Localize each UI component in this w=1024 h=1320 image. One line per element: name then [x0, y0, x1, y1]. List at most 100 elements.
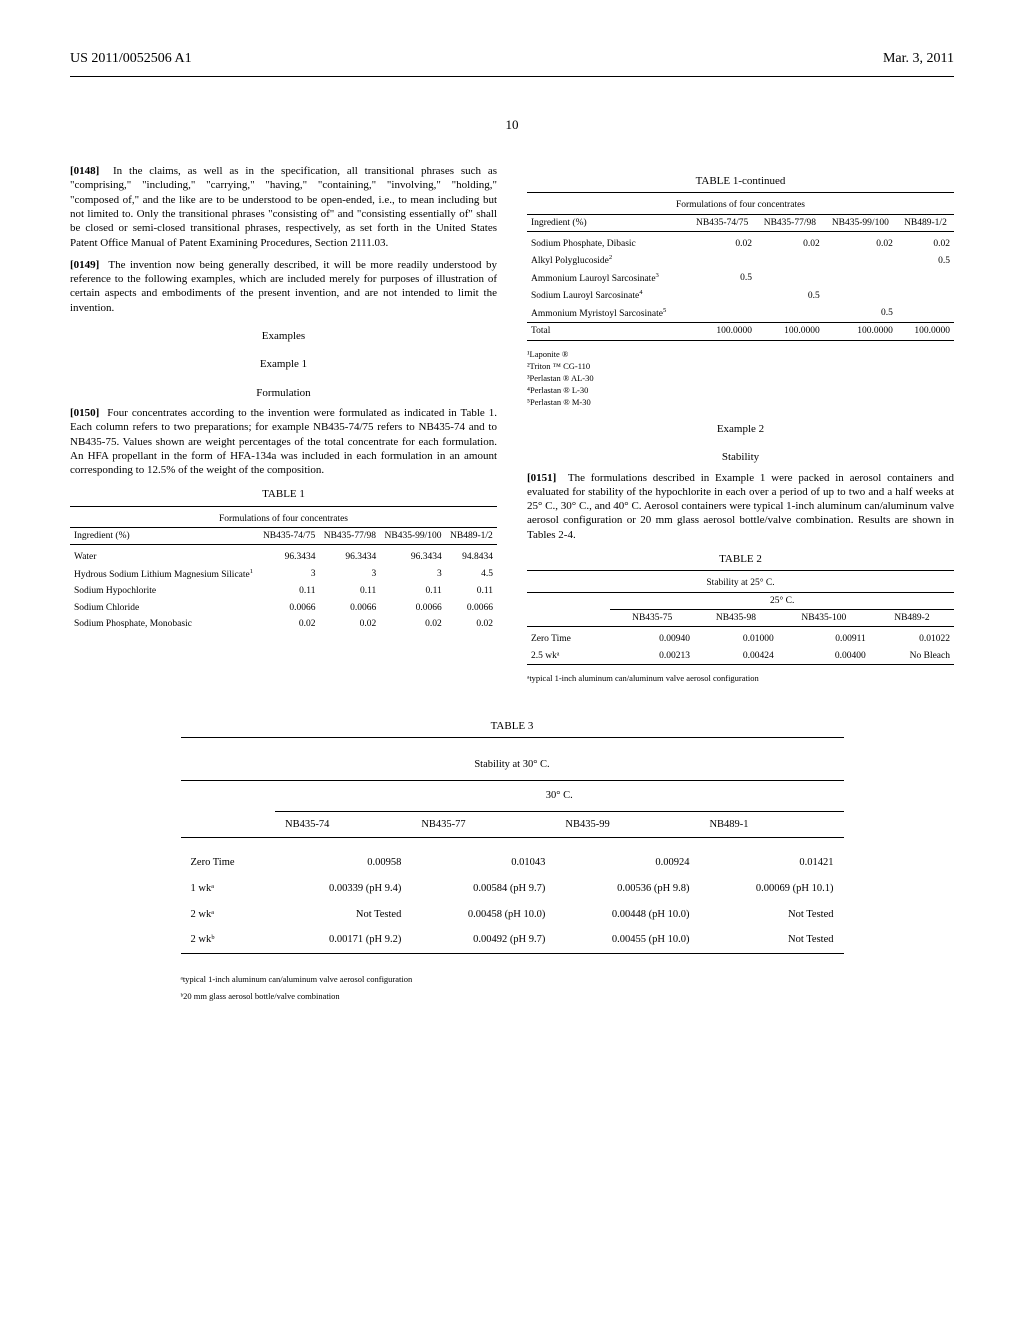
row-label: Sodium Lauroyl Sarcosinate4 [527, 287, 688, 305]
formulation-heading: Formulation [70, 386, 497, 400]
cell-value: 0.00424 [694, 648, 778, 665]
cell-value: 0.01043 [411, 850, 555, 876]
table-2: TABLE 2 Stability at 25° C. 25° C. NB435… [527, 552, 954, 684]
cell-value [756, 270, 824, 288]
cell-value [756, 252, 824, 270]
cell-value: 0.00171 (pH 9.2) [275, 927, 411, 953]
row-label: 2.5 wkᵃ [527, 648, 610, 665]
col-head: NB489-1/2 [446, 528, 497, 545]
cell-value [824, 252, 897, 270]
table-1c-grid: Formulations of four concentrates Ingred… [527, 192, 954, 344]
table-2-grid: Stability at 25° C. 25° C. NB435-75 NB43… [527, 570, 954, 669]
para-num: [0150] [70, 407, 99, 419]
row-label: Ammonium Lauroyl Sarcosinate3 [527, 270, 688, 288]
cell-value: Not Tested [275, 902, 411, 928]
row-label: 2 wkᵃ [181, 902, 276, 928]
para-text: Four concentrates according to the inven… [70, 407, 497, 476]
cell-value: 0.0066 [446, 600, 497, 616]
col-head: NB435-99/100 [380, 528, 446, 545]
cell-value [897, 305, 954, 323]
page-number: 10 [70, 117, 954, 134]
cell-value: 0.11 [319, 583, 380, 599]
para-num: [0148] [70, 165, 99, 177]
col-head: NB435-77/98 [319, 528, 380, 545]
col-head: Ingredient (%) [70, 528, 259, 545]
para-0150: [0150] Four concentrates according to th… [70, 406, 497, 477]
cell-value: 94.8434 [446, 549, 497, 565]
table-row: Sodium Chloride0.00660.00660.00660.0066 [70, 600, 497, 616]
cell-value: Not Tested [699, 927, 843, 953]
cell-value: 0.5 [688, 270, 756, 288]
cell-value: 0.5 [824, 305, 897, 323]
cell-value: 96.3434 [380, 549, 446, 565]
table-1-grid: Formulations of four concentrates Ingred… [70, 506, 497, 633]
para-num: [0149] [70, 259, 99, 271]
cell-value [824, 270, 897, 288]
cell-value: 0.02 [897, 236, 954, 252]
table-row: Sodium Phosphate, Monobasic0.020.020.020… [70, 616, 497, 632]
row-label: Sodium Hypochlorite [70, 583, 259, 599]
table-row: Zero Time0.009400.010000.009110.01022 [527, 631, 954, 647]
para-0149: [0149] The invention now being generally… [70, 258, 497, 315]
examples-heading: Examples [70, 329, 497, 343]
col-head: NB489-1 [699, 811, 843, 838]
table-caption: Stability at 30° C. [474, 759, 549, 770]
footnote: ᵇ20 mm glass aerosol bottle/valve combin… [181, 991, 844, 1002]
table-row: Ammonium Lauroyl Sarcosinate30.5 [527, 270, 954, 288]
total-label: Total [527, 323, 688, 340]
table-title: TABLE 3 [70, 719, 954, 733]
table-3-footnotes: ᵃtypical 1-inch aluminum can/aluminum va… [181, 974, 844, 1002]
publication-number: US 2011/0052506 A1 [70, 50, 192, 68]
cell-value [824, 287, 897, 305]
cell-value: 96.3434 [259, 549, 320, 565]
cell-value [756, 305, 824, 323]
footnote: ³Perlastan ® AL-30 [527, 373, 954, 384]
cell-value: 0.01022 [870, 631, 954, 647]
cell-value [688, 287, 756, 305]
para-text: The invention now being generally descri… [70, 259, 497, 314]
total-val: 100.0000 [824, 323, 897, 340]
table-1: TABLE 1 Formulations of four concentrate… [70, 487, 497, 632]
cell-value: 0.02 [824, 236, 897, 252]
table-caption: Stability at 25° C. [706, 578, 774, 588]
cell-value: 0.11 [259, 583, 320, 599]
cell-value: No Bleach [870, 648, 954, 665]
temp-head: 30° C. [546, 790, 573, 801]
cell-value: 0.0066 [259, 600, 320, 616]
cell-value: 0.0066 [319, 600, 380, 616]
total-val: 100.0000 [897, 323, 954, 340]
cell-value: 0.00940 [610, 631, 694, 647]
row-label: Water [70, 549, 259, 565]
cell-value: 0.00400 [778, 648, 870, 665]
footnote: ⁵Perlastan ® M-30 [527, 397, 954, 408]
col-head: NB489-2 [870, 610, 954, 627]
cell-value: 0.02 [446, 616, 497, 632]
table-3-grid: Stability at 30° C. 30° C. NB435-74 NB43… [181, 737, 844, 965]
cell-value: 3 [319, 566, 380, 584]
cell-value: 0.00584 (pH 9.7) [411, 876, 555, 902]
cell-value: 0.11 [380, 583, 446, 599]
cell-value [897, 270, 954, 288]
col-head: NB489-1/2 [897, 214, 954, 231]
col-head: NB435-99 [555, 811, 699, 838]
cell-value: 0.00536 (pH 9.8) [555, 876, 699, 902]
cell-value: 0.00492 (pH 9.7) [411, 927, 555, 953]
table-caption: Formulations of four concentrates [676, 200, 805, 210]
col-head: NB435-99/100 [824, 214, 897, 231]
row-label: Zero Time [527, 631, 610, 647]
stability-heading: Stability [527, 450, 954, 464]
col-head: NB435-77 [411, 811, 555, 838]
table-2-footnote: ᵃtypical 1-inch aluminum can/aluminum va… [527, 673, 954, 684]
table-row: Hydrous Sodium Lithium Magnesium Silicat… [70, 566, 497, 584]
table-row: Ammonium Myristoyl Sarcosinate50.5 [527, 305, 954, 323]
cell-value: 0.02 [688, 236, 756, 252]
cell-value: 0.00958 [275, 850, 411, 876]
cell-value: 0.02 [380, 616, 446, 632]
cell-value [897, 287, 954, 305]
row-label: Sodium Chloride [70, 600, 259, 616]
row-label: 2 wkᵇ [181, 927, 276, 953]
table-1c-footnotes: ¹Laponite ®²Triton ™ CG-110³Perlastan ® … [527, 349, 954, 408]
table-row: 2 wkᵃNot Tested0.00458 (pH 10.0)0.00448 … [181, 902, 844, 928]
cell-value: 96.3434 [319, 549, 380, 565]
para-0148: [0148] In the claims, as well as in the … [70, 164, 497, 250]
